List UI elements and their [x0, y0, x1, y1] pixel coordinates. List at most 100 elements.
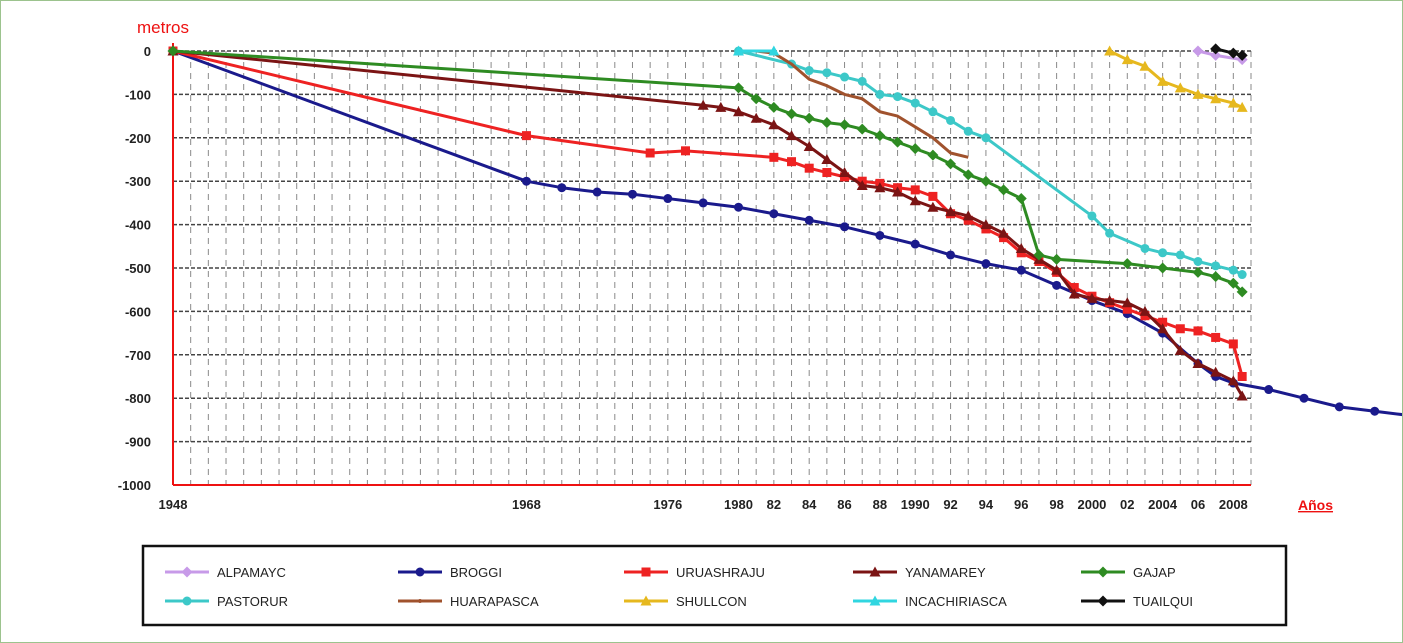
data-point	[874, 130, 886, 142]
data-point	[1227, 97, 1239, 108]
legend-item: PASTORUR	[165, 594, 288, 609]
legend-label: BROGGI	[450, 565, 502, 580]
series-shullcon	[1104, 45, 1248, 112]
data-point	[1210, 366, 1222, 377]
data-point	[1236, 49, 1248, 61]
data-point	[1299, 393, 1309, 403]
data-point	[804, 215, 814, 225]
plot-area	[173, 51, 1251, 485]
data-point	[1174, 82, 1186, 93]
data-point	[945, 206, 957, 217]
legend-label: SHULLCON	[676, 594, 747, 609]
data-point	[822, 168, 832, 178]
series-yanamarey	[167, 45, 1248, 401]
legend-marker	[869, 595, 881, 606]
y-tick-label: -200	[125, 131, 151, 146]
x-tick-label: 86	[837, 497, 851, 512]
y-tick-label: -700	[125, 348, 151, 363]
data-point	[821, 154, 833, 164]
data-point	[1192, 45, 1204, 57]
y-tick-label: -500	[125, 261, 151, 276]
data-point	[1015, 242, 1027, 253]
data-point	[167, 45, 179, 57]
data-point	[1192, 357, 1204, 368]
data-point	[1192, 266, 1204, 278]
data-point	[1236, 390, 1248, 401]
data-point	[1228, 265, 1238, 275]
data-point	[592, 187, 602, 197]
data-point	[768, 101, 780, 113]
series-gajap	[167, 45, 1248, 298]
data-point	[821, 117, 833, 129]
data-point	[910, 98, 920, 108]
data-point	[1210, 271, 1222, 283]
data-point	[910, 185, 920, 195]
data-point	[1158, 317, 1168, 327]
data-point	[946, 250, 956, 260]
legend-label: PASTORUR	[217, 594, 288, 609]
series-line	[755, 49, 969, 159]
data-point	[980, 175, 992, 187]
data-point	[981, 259, 991, 269]
data-point	[1051, 253, 1063, 265]
data-point	[1158, 248, 1168, 258]
legend-marker	[1097, 566, 1109, 578]
y-tick-label: -800	[125, 391, 151, 406]
data-point	[1052, 280, 1062, 290]
legend-item: TUAILQUI	[1081, 594, 1193, 609]
data-point	[1139, 305, 1151, 316]
data-point	[1140, 243, 1150, 253]
legend-item: SHULLCON	[624, 594, 747, 609]
data-point	[1139, 60, 1151, 71]
data-point	[733, 45, 745, 56]
data-point	[928, 107, 938, 117]
data-point	[875, 89, 885, 99]
data-point	[857, 76, 867, 86]
series-tuailqui	[1210, 43, 1248, 61]
data-point	[750, 112, 762, 123]
data-point	[557, 183, 567, 193]
x-tick-label: 82	[767, 497, 781, 512]
data-point	[1227, 375, 1239, 386]
x-tick-label: 1990	[901, 497, 930, 512]
data-point	[787, 157, 797, 167]
data-point	[1069, 283, 1079, 293]
data-point	[521, 131, 531, 141]
data-point	[1068, 288, 1080, 299]
data-point	[1210, 93, 1222, 104]
data-point	[769, 152, 779, 162]
data-point	[1193, 256, 1203, 266]
data-point	[1033, 249, 1045, 261]
data-point	[697, 99, 709, 110]
data-point	[627, 189, 637, 199]
data-point	[1174, 344, 1186, 355]
x-tick-label: 92	[943, 497, 957, 512]
series-line	[738, 49, 1243, 276]
legend-label: YANAMAREY	[905, 565, 986, 580]
data-point	[1192, 88, 1204, 99]
series-huarapasca	[755, 49, 969, 159]
data-point	[804, 163, 814, 173]
data-point	[962, 169, 974, 181]
data-point	[1227, 277, 1239, 289]
x-tick-label: 98	[1049, 497, 1063, 512]
x-tick-label: 94	[979, 497, 994, 512]
data-point	[1237, 372, 1247, 381]
data-point	[645, 148, 655, 158]
data-point	[1236, 286, 1248, 298]
data-point	[1210, 43, 1222, 55]
data-point	[786, 108, 798, 120]
legend-label: ALPAMAYC	[217, 565, 286, 580]
data-point	[875, 230, 885, 240]
data-point	[768, 119, 780, 130]
data-point	[1370, 406, 1380, 416]
data-point	[892, 136, 904, 148]
data-point	[1104, 45, 1116, 56]
legend-marker	[641, 567, 651, 577]
data-point	[1157, 262, 1169, 274]
y-tick-label: -300	[125, 174, 151, 189]
data-point	[715, 101, 727, 112]
data-point	[928, 191, 938, 201]
x-tick-label: 84	[802, 497, 817, 512]
